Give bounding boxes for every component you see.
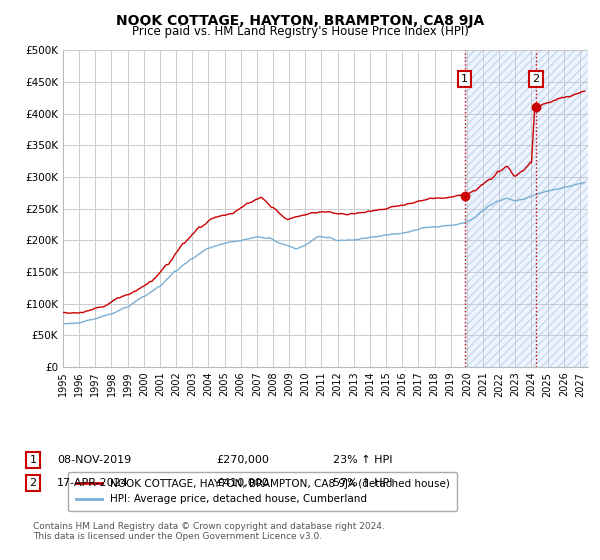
Text: 08-NOV-2019: 08-NOV-2019: [57, 455, 131, 465]
Text: 17-APR-2024: 17-APR-2024: [57, 478, 129, 488]
Text: 2: 2: [29, 478, 37, 488]
Text: Contains HM Land Registry data © Crown copyright and database right 2024.
This d: Contains HM Land Registry data © Crown c…: [33, 522, 385, 542]
Bar: [464, 50, 588, 367]
Text: 1: 1: [29, 455, 37, 465]
Text: £410,000: £410,000: [216, 478, 269, 488]
Text: 1: 1: [461, 74, 468, 84]
Text: £270,000: £270,000: [216, 455, 269, 465]
Text: Price paid vs. HM Land Registry's House Price Index (HPI): Price paid vs. HM Land Registry's House …: [131, 25, 469, 38]
Text: NOOK COTTAGE, HAYTON, BRAMPTON, CA8 9JA: NOOK COTTAGE, HAYTON, BRAMPTON, CA8 9JA: [116, 14, 484, 28]
Text: 57% ↑ HPI: 57% ↑ HPI: [333, 478, 392, 488]
Legend: NOOK COTTAGE, HAYTON, BRAMPTON, CA8 9JA (detached house), HPI: Average price, de: NOOK COTTAGE, HAYTON, BRAMPTON, CA8 9JA …: [68, 472, 457, 511]
Bar: [464, 50, 588, 367]
Text: 2: 2: [533, 74, 540, 84]
Text: 23% ↑ HPI: 23% ↑ HPI: [333, 455, 392, 465]
